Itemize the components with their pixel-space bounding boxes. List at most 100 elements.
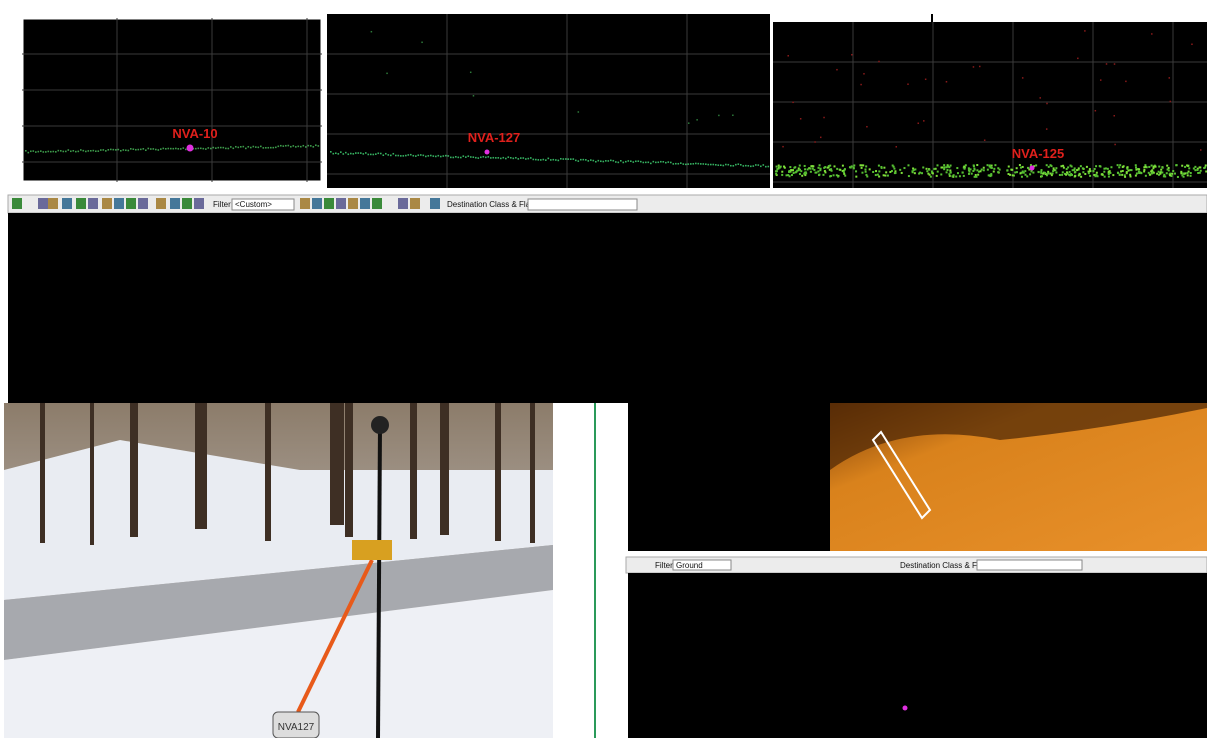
point [775, 173, 777, 175]
point [814, 141, 816, 143]
point [675, 163, 677, 165]
point [1203, 167, 1205, 169]
point [975, 174, 977, 176]
point [375, 153, 377, 155]
point [458, 157, 460, 159]
point [148, 148, 150, 150]
point [525, 158, 527, 160]
point [893, 168, 895, 170]
point [718, 164, 720, 166]
point [1150, 170, 1152, 172]
point [183, 147, 185, 149]
point [885, 171, 887, 173]
point [976, 169, 978, 171]
point [1030, 170, 1032, 172]
point [80, 149, 82, 151]
point [1019, 172, 1021, 174]
point [951, 175, 953, 177]
point [926, 168, 928, 170]
point [1166, 165, 1168, 167]
point [638, 160, 640, 162]
point [445, 155, 447, 157]
point [415, 155, 417, 157]
point [810, 171, 812, 173]
point [1046, 128, 1048, 130]
point [755, 164, 757, 166]
point [789, 175, 791, 177]
point [385, 153, 387, 155]
point [363, 153, 365, 155]
point [1161, 171, 1163, 173]
point [163, 148, 165, 150]
point [585, 159, 587, 161]
point [180, 148, 182, 150]
point [914, 172, 916, 174]
point [1080, 165, 1082, 167]
point [715, 164, 717, 166]
point [520, 157, 522, 159]
point [794, 166, 796, 168]
point [150, 148, 152, 150]
point [58, 150, 60, 152]
point [343, 153, 345, 155]
point [285, 145, 287, 147]
point [878, 176, 880, 178]
point [83, 150, 85, 152]
point [405, 155, 407, 157]
point [936, 175, 938, 177]
point [653, 161, 655, 163]
point [1084, 30, 1086, 32]
point [804, 165, 806, 167]
point [833, 174, 835, 176]
point [583, 159, 585, 161]
point [258, 147, 260, 149]
point [683, 163, 685, 165]
point [901, 172, 903, 174]
point [390, 155, 392, 157]
point [1092, 170, 1094, 172]
point [796, 170, 798, 172]
point [1171, 173, 1173, 175]
point [984, 139, 986, 141]
point [962, 171, 964, 173]
point [633, 161, 635, 163]
point [1151, 33, 1153, 35]
point [70, 150, 72, 152]
point [1162, 167, 1164, 169]
point [45, 151, 47, 153]
point [1168, 169, 1170, 171]
point [1074, 175, 1076, 177]
point [615, 161, 617, 163]
point [305, 146, 307, 148]
point [804, 174, 806, 176]
point [100, 149, 102, 151]
point [443, 155, 445, 157]
point [1197, 169, 1199, 171]
point [378, 152, 380, 154]
control-point [485, 150, 490, 155]
point [1009, 174, 1011, 176]
point [365, 152, 367, 154]
point [1039, 97, 1041, 99]
point [1159, 173, 1161, 175]
point [355, 152, 357, 154]
point [515, 157, 517, 159]
point [213, 147, 215, 149]
point [568, 158, 570, 160]
point [855, 176, 857, 178]
point [455, 156, 457, 158]
point [968, 173, 970, 175]
point [1130, 175, 1132, 177]
point [1088, 172, 1090, 174]
point [1053, 167, 1055, 169]
point [872, 171, 874, 173]
point [819, 169, 821, 171]
point [373, 154, 375, 156]
point [35, 151, 37, 153]
point [255, 146, 257, 148]
view-panel [327, 14, 770, 188]
point [380, 153, 382, 155]
point [1153, 166, 1155, 168]
point [851, 54, 853, 56]
point [710, 164, 712, 166]
